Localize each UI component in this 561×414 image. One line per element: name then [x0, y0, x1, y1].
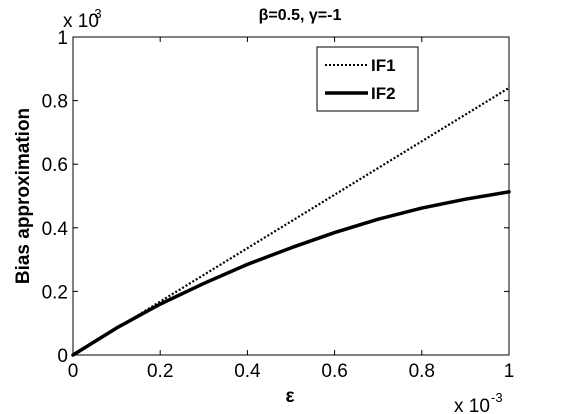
y-tick-label: 0.6	[42, 155, 68, 176]
y-ticks: 0 0.2 0.4 0.6 0.8 1	[42, 28, 509, 367]
legend-label-if1: IF1	[371, 56, 396, 75]
y-tick-label: 0.4	[42, 219, 69, 240]
y-tick-label: 0.8	[42, 92, 68, 113]
x-exponent: x 10 -3	[454, 390, 503, 414]
legend: IF1 IF2	[316, 46, 419, 112]
series-layer	[71, 86, 511, 357]
x-tick-label: 1	[504, 361, 515, 382]
y-tick-label: 0	[57, 346, 68, 367]
x-ticks: 0 0.2 0.4 0.6 0.8 1	[68, 37, 515, 382]
x-tick-label: 0.6	[321, 361, 347, 382]
svg-text:-3: -3	[491, 390, 503, 405]
series-line-if2	[71, 190, 511, 357]
legend-box	[316, 46, 419, 112]
svg-text:x 10: x 10	[63, 11, 99, 32]
x-axis-label: ε	[285, 386, 294, 407]
x-tick-label: 0.8	[409, 361, 435, 382]
x-tick-label: 0.2	[147, 361, 173, 382]
plot-area	[72, 36, 510, 356]
chart-title: β=0.5, γ=-1	[259, 7, 342, 24]
x-tick-label: 0.4	[234, 361, 261, 382]
svg-text:-3: -3	[90, 6, 102, 21]
y-axis-label: Bias approximation	[13, 108, 34, 284]
svg-text:x 10: x 10	[454, 396, 490, 414]
y-tick-label: 1	[57, 28, 68, 49]
x-tick-label: 0	[68, 361, 79, 382]
y-exponent: x 10 -3	[63, 6, 102, 32]
y-tick-label: 0.2	[42, 282, 68, 303]
legend-label-if2: IF2	[371, 84, 396, 103]
